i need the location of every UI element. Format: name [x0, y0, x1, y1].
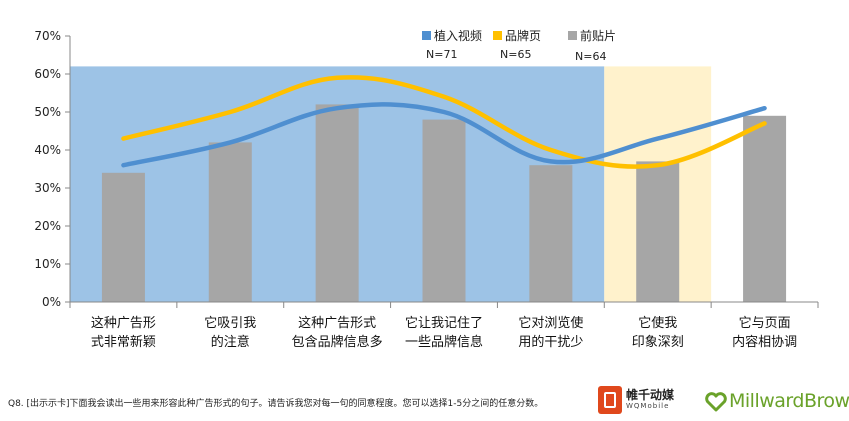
- chart-canvas: 0% 10% 20% 30% 40% 50% 60% 70% 这种广告形式非常新颖 它吸引我的注…: [34, 28, 819, 350]
- category-label-line: 它吸引我: [204, 315, 256, 331]
- bar: [529, 165, 573, 302]
- millwardbrown-logo-text: MillwardBrown: [729, 390, 849, 412]
- y-tick-label: 60%: [34, 67, 61, 81]
- category-label-line: 包含品牌信息多: [292, 334, 383, 350]
- wqmobile-logo-cn: 帷千动媒: [626, 388, 675, 402]
- bar: [208, 142, 252, 302]
- category-label-line: 这种广告形式: [298, 315, 376, 331]
- bar: [636, 161, 680, 302]
- bar: [422, 119, 466, 302]
- category-label: 它使我印象深刻: [632, 315, 684, 350]
- axes: [69, 36, 819, 308]
- category-label-line: 这种广告形: [91, 315, 156, 331]
- y-tick-label: 30%: [34, 181, 61, 195]
- category-label: 这种广告形式非常新颖: [91, 315, 156, 350]
- category-label-line: 它使我: [638, 315, 677, 331]
- legend-swatch: [493, 31, 502, 40]
- category-label: 它让我记住了一些品牌信息: [405, 315, 483, 350]
- legend-label: 品牌页: [505, 29, 541, 43]
- bar: [743, 115, 787, 302]
- wqmobile-logo: 帷千动媒 WQMobile: [598, 384, 694, 418]
- y-tick-label: 40%: [34, 143, 61, 157]
- sample-size-label: N=64: [575, 50, 606, 63]
- category-label-line: 用的干扰少: [518, 334, 583, 350]
- y-tick-label: 20%: [34, 219, 61, 233]
- highlight-regions: [70, 66, 712, 303]
- y-tick-label: 70%: [34, 29, 61, 43]
- bar: [315, 104, 359, 303]
- category-label-line: 它与页面: [739, 315, 791, 331]
- bar: [101, 172, 145, 302]
- legend-label: 前贴片: [580, 28, 616, 43]
- category-label-line: 它对浏览使: [518, 315, 583, 331]
- line-series-植入视频: [121, 102, 767, 168]
- legend: 植入视频 品牌页 前贴片 N=71 N=65 N=64: [422, 28, 616, 63]
- line-series-品牌页: [121, 75, 767, 169]
- sample-size-label: N=71: [426, 48, 457, 61]
- category-label: 它对浏览使用的干扰少: [518, 315, 583, 350]
- category-label-line: 一些品牌信息: [405, 334, 483, 350]
- y-tick-label: 50%: [34, 105, 61, 119]
- y-axis-ticks: 0% 10% 20% 30% 40% 50% 60% 70%: [34, 29, 70, 309]
- sample-size-label: N=65: [500, 48, 531, 61]
- line-series: [121, 75, 767, 169]
- y-tick-label: 0%: [42, 295, 61, 309]
- wqmobile-logo-icon: [598, 386, 622, 414]
- category-label-line: 它让我记住了: [405, 315, 483, 331]
- millwardbrown-logo: MillwardBrown: [705, 389, 849, 417]
- bar-series: [101, 104, 787, 303]
- category-label: 它与页面内容相协调: [732, 315, 797, 350]
- category-label-line: 内容相协调: [732, 334, 797, 350]
- heart-icon: [705, 392, 727, 412]
- category-label-line: 印象深刻: [632, 335, 684, 350]
- legend-label: 植入视频: [434, 28, 482, 43]
- category-labels: 这种广告形式非常新颖它吸引我的注意这种广告形式包含品牌信息多它让我记住了一些品牌…: [91, 315, 797, 350]
- footnote: Q8. [出示示卡]下面我会读出一些用来形容此种广告形式的句子。请告诉我您对每一…: [8, 399, 544, 409]
- wqmobile-logo-en: WQMobile: [626, 402, 670, 410]
- category-label-line: 的注意: [211, 334, 250, 350]
- category-label: 它吸引我的注意: [204, 315, 256, 350]
- category-label-line: 式非常新颖: [91, 334, 156, 350]
- legend-swatch: [568, 31, 577, 40]
- category-label: 这种广告形式包含品牌信息多: [292, 315, 383, 350]
- y-tick-label: 10%: [34, 257, 61, 271]
- legend-swatch: [422, 31, 431, 40]
